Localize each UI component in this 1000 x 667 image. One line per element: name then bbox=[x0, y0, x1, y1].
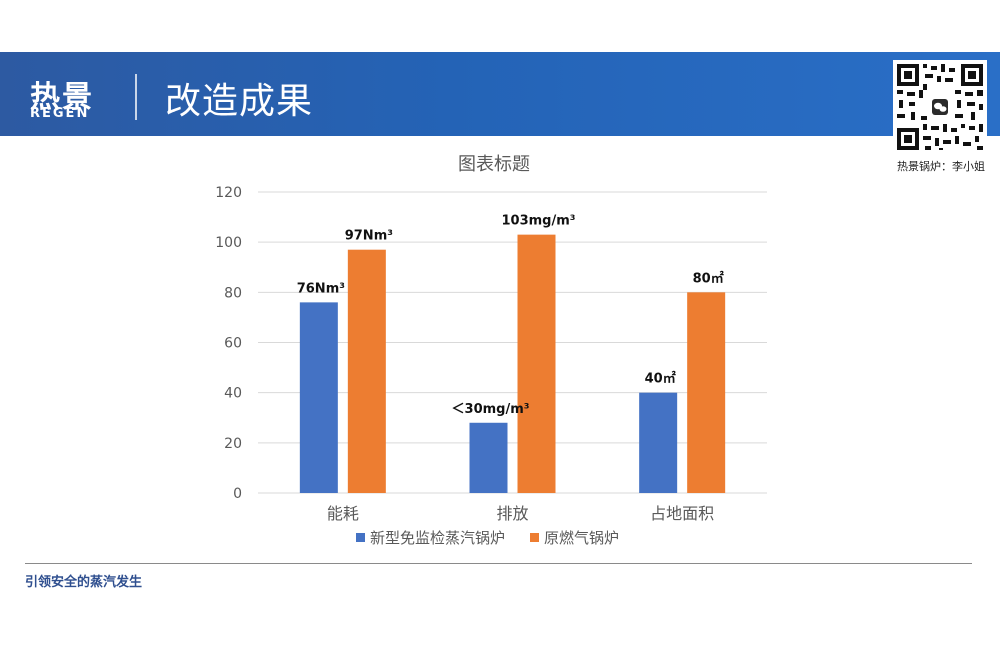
bar bbox=[469, 422, 508, 493]
bar-data-label: 97Nm³ bbox=[345, 229, 393, 244]
legend-label: 新型免监检蒸汽锅炉 bbox=[370, 529, 505, 547]
x-tick-label: 能耗 bbox=[327, 504, 359, 523]
y-tick-label: 100 bbox=[215, 235, 242, 251]
y-tick-label: 0 bbox=[233, 486, 242, 502]
page-title: 改造成果 bbox=[165, 81, 314, 122]
bar bbox=[347, 249, 386, 493]
bar-data-label: 103mg/m³ bbox=[502, 214, 576, 229]
bar-data-label: 80㎡ bbox=[693, 270, 724, 286]
logo-chinese: 热景 bbox=[30, 80, 94, 115]
x-tick-label: 排放 bbox=[496, 504, 528, 523]
bar bbox=[687, 292, 726, 493]
y-tick-label: 120 bbox=[215, 185, 242, 201]
legend-swatch bbox=[530, 533, 539, 542]
y-tick-label: 80 bbox=[224, 285, 242, 301]
x-tick-label: 占地面积 bbox=[650, 504, 714, 523]
qr-code-icon bbox=[893, 60, 987, 154]
qr-caption: 热景锅炉：李小姐 bbox=[897, 160, 985, 173]
bar bbox=[639, 392, 678, 493]
y-tick-label: 20 bbox=[224, 436, 242, 452]
legend-swatch bbox=[356, 533, 365, 542]
logo-english: REGEN bbox=[30, 106, 90, 121]
bar-data-label: 76Nm³ bbox=[297, 281, 345, 296]
header-divider bbox=[135, 74, 137, 120]
header-banner bbox=[0, 52, 1000, 136]
legend-label: 原燃气锅炉 bbox=[544, 529, 619, 547]
footer-slogan: 引领安全的蒸汽发生 bbox=[25, 575, 143, 590]
bar bbox=[517, 234, 556, 493]
bar-data-label: ＜30mg/m³ bbox=[452, 402, 530, 417]
bar bbox=[299, 302, 338, 493]
bar-data-label: 40㎡ bbox=[645, 371, 676, 387]
y-tick-label: 60 bbox=[224, 336, 242, 352]
footer-divider bbox=[25, 563, 972, 564]
chart-title: 图表标题 bbox=[458, 154, 530, 175]
y-tick-label: 40 bbox=[224, 386, 242, 402]
